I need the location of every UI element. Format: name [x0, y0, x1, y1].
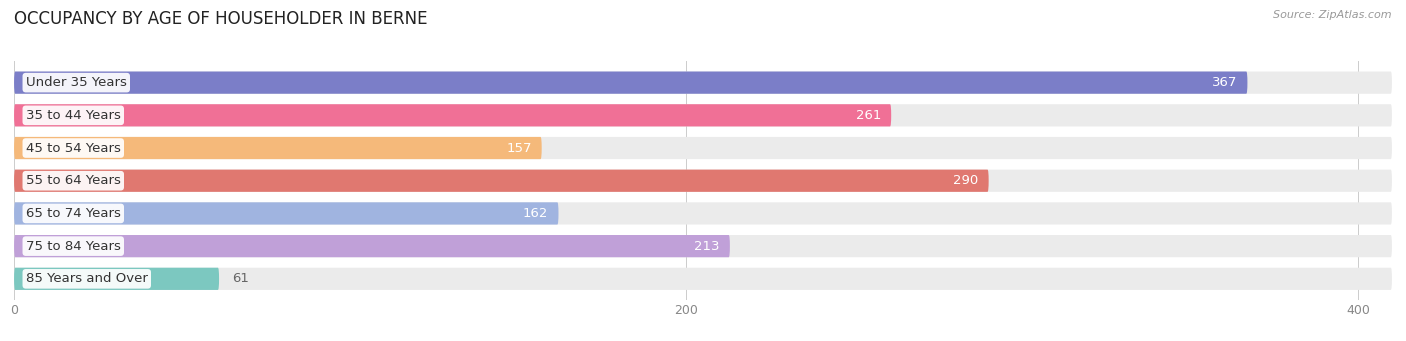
Text: 157: 157 [506, 142, 531, 154]
FancyBboxPatch shape [14, 202, 558, 224]
Text: 61: 61 [232, 272, 249, 285]
FancyBboxPatch shape [14, 169, 988, 192]
FancyBboxPatch shape [14, 235, 730, 257]
FancyBboxPatch shape [14, 235, 1392, 257]
Text: 261: 261 [856, 109, 882, 122]
Text: 213: 213 [695, 240, 720, 253]
Text: 45 to 54 Years: 45 to 54 Years [25, 142, 121, 154]
Text: 65 to 74 Years: 65 to 74 Years [25, 207, 121, 220]
Text: 35 to 44 Years: 35 to 44 Years [25, 109, 121, 122]
Text: 367: 367 [1212, 76, 1237, 89]
FancyBboxPatch shape [14, 72, 1247, 94]
FancyBboxPatch shape [14, 137, 1392, 159]
Text: 162: 162 [523, 207, 548, 220]
Text: Under 35 Years: Under 35 Years [25, 76, 127, 89]
Text: 290: 290 [953, 174, 979, 187]
FancyBboxPatch shape [14, 169, 1392, 192]
FancyBboxPatch shape [14, 268, 219, 290]
FancyBboxPatch shape [14, 202, 1392, 224]
FancyBboxPatch shape [14, 137, 541, 159]
FancyBboxPatch shape [14, 104, 891, 127]
Text: Source: ZipAtlas.com: Source: ZipAtlas.com [1274, 10, 1392, 20]
Text: 75 to 84 Years: 75 to 84 Years [25, 240, 121, 253]
Text: 55 to 64 Years: 55 to 64 Years [25, 174, 121, 187]
FancyBboxPatch shape [14, 72, 1392, 94]
FancyBboxPatch shape [14, 268, 1392, 290]
FancyBboxPatch shape [14, 104, 1392, 127]
Text: OCCUPANCY BY AGE OF HOUSEHOLDER IN BERNE: OCCUPANCY BY AGE OF HOUSEHOLDER IN BERNE [14, 10, 427, 28]
Text: 85 Years and Over: 85 Years and Over [25, 272, 148, 285]
